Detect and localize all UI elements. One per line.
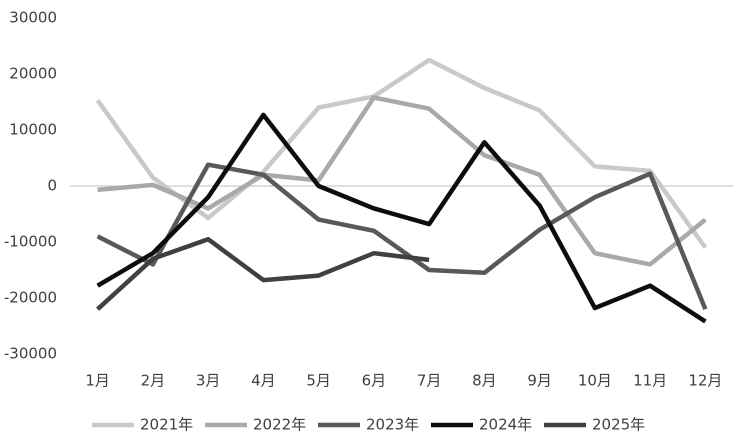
x-tick-label: 10月 xyxy=(578,372,612,390)
series-line xyxy=(96,112,707,324)
series-line xyxy=(96,236,430,311)
x-tick-label: 3月 xyxy=(196,372,221,390)
y-tick-label: 20000 xyxy=(9,65,57,83)
x-tick-label: 4月 xyxy=(251,372,276,390)
series-line xyxy=(97,95,707,267)
x-tick-label: 1月 xyxy=(85,372,110,390)
legend-label: 2025年 xyxy=(592,416,645,434)
y-tick-label: -10000 xyxy=(4,233,57,251)
legend-label: 2023年 xyxy=(366,416,419,434)
legend-label: 2021年 xyxy=(140,416,193,434)
x-tick-label: 7月 xyxy=(417,372,442,390)
series-line xyxy=(96,162,708,311)
x-tick-label: 5月 xyxy=(306,372,331,390)
y-tick-label: 10000 xyxy=(9,121,57,139)
y-tick-label: -30000 xyxy=(4,345,57,363)
legend-label: 2022年 xyxy=(253,416,306,434)
x-tick-label: 6月 xyxy=(362,372,387,390)
x-tick-label: 12月 xyxy=(688,372,722,390)
legend-label: 2024年 xyxy=(479,416,532,434)
y-tick-label: -20000 xyxy=(4,289,57,307)
x-tick-label: 11月 xyxy=(633,372,667,390)
y-tick-label: 30000 xyxy=(9,9,57,27)
x-tick-label: 8月 xyxy=(472,372,497,390)
x-tick-label: 9月 xyxy=(527,372,552,390)
x-tick-label: 2月 xyxy=(141,372,166,390)
y-tick-label: 0 xyxy=(47,177,57,195)
series-line xyxy=(95,57,708,249)
